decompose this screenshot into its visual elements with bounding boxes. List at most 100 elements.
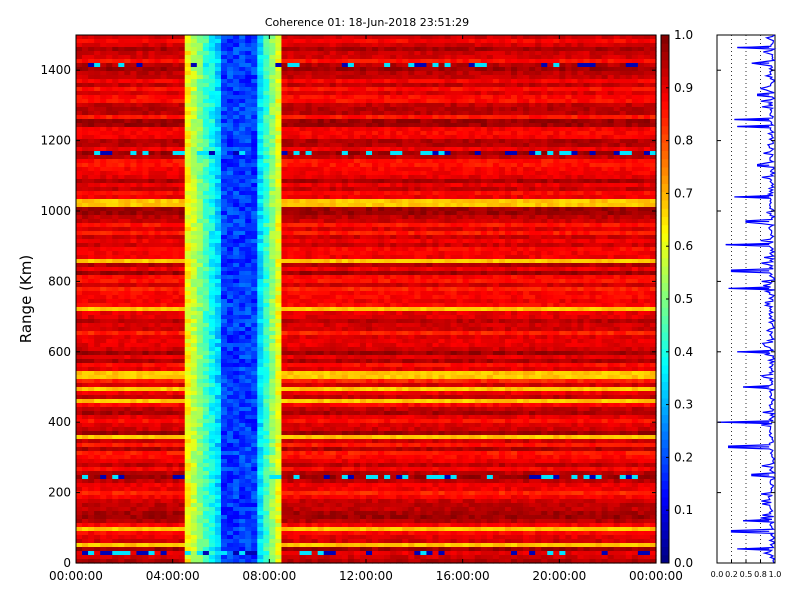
- heatmap-cell: [202, 227, 210, 232]
- heatmap-cell: [190, 47, 198, 52]
- heatmap-cell: [94, 99, 101, 104]
- heatmap-cell: [130, 191, 138, 196]
- heatmap-cell: [595, 63, 603, 68]
- heatmap-cell: [541, 155, 548, 160]
- heatmap-cell: [142, 191, 150, 196]
- heatmap-cell: [456, 71, 464, 76]
- heatmap-cell: [631, 235, 639, 240]
- heatmap-cell: [541, 239, 548, 244]
- heatmap-cell: [94, 95, 101, 100]
- heatmap-cell: [257, 59, 264, 64]
- heatmap-cell: [214, 59, 222, 64]
- heatmap-cell: [329, 199, 337, 204]
- heatmap-cell: [420, 139, 428, 144]
- heatmap-cell: [486, 183, 494, 188]
- heatmap-cell: [82, 75, 89, 80]
- heatmap-cell: [378, 111, 385, 116]
- heatmap-cell: [347, 179, 355, 184]
- heatmap-cell: [154, 227, 162, 232]
- heatmap-cell: [390, 127, 397, 132]
- heatmap-cell: [136, 59, 144, 64]
- heatmap-cell: [184, 107, 192, 112]
- heatmap-cell: [541, 115, 548, 120]
- heatmap-cell: [359, 131, 367, 136]
- heatmap-cell: [118, 147, 125, 152]
- heatmap-cell: [221, 99, 228, 104]
- heatmap-cell: [76, 87, 83, 92]
- heatmap-cell: [462, 219, 470, 224]
- heatmap-cell: [396, 115, 403, 120]
- heatmap-cell: [607, 71, 615, 76]
- heatmap-cell: [589, 87, 597, 92]
- heatmap-cell: [257, 47, 264, 52]
- heatmap-cell: [317, 83, 325, 88]
- heatmap-cell: [208, 159, 216, 164]
- heatmap-cell: [577, 71, 585, 76]
- heatmap-cell: [390, 43, 397, 48]
- heatmap-cell: [619, 211, 627, 216]
- heatmap-cell: [462, 91, 470, 96]
- heatmap-cell: [202, 71, 210, 76]
- heatmap-cell: [335, 95, 343, 100]
- heatmap-cell: [523, 151, 530, 156]
- heatmap-cell: [251, 207, 258, 212]
- heatmap-cell: [293, 55, 301, 60]
- heatmap-cell: [378, 147, 385, 152]
- heatmap-cell: [160, 223, 168, 228]
- heatmap-cell: [269, 43, 276, 48]
- heatmap-cell: [335, 83, 343, 88]
- heatmap-cell: [625, 39, 633, 44]
- heatmap-cell: [118, 67, 125, 72]
- heatmap-cell: [504, 155, 512, 160]
- heatmap-cell: [257, 99, 264, 104]
- heatmap-cell: [529, 47, 536, 52]
- heatmap-cell: [341, 231, 349, 236]
- heatmap-cell: [323, 231, 331, 236]
- heatmap-cell: [637, 139, 645, 144]
- heatmap-cell: [106, 83, 113, 88]
- heatmap-cell: [190, 211, 198, 216]
- heatmap-cell: [208, 75, 216, 80]
- heatmap-cell: [498, 139, 506, 144]
- heatmap-cell: [148, 163, 156, 168]
- heatmap-cell: [601, 71, 609, 76]
- heatmap-cell: [184, 191, 192, 196]
- heatmap-cell: [643, 215, 651, 220]
- heatmap-cell: [233, 211, 240, 216]
- heatmap-cell: [88, 147, 95, 152]
- heatmap-cell: [619, 47, 627, 52]
- heatmap-cell: [378, 223, 385, 228]
- heatmap-cell: [293, 187, 301, 192]
- heatmap-cell: [359, 135, 367, 140]
- heatmap-cell: [649, 159, 657, 164]
- heatmap-cell: [214, 183, 222, 188]
- heatmap-cell: [571, 119, 579, 124]
- heatmap-cell: [160, 147, 168, 152]
- heatmap-cell: [196, 211, 204, 216]
- heatmap-cell: [378, 191, 385, 196]
- heatmap-cell: [480, 147, 488, 152]
- heatmap-cell: [571, 103, 579, 108]
- heatmap-cell: [130, 211, 138, 216]
- heatmap-cell: [148, 83, 156, 88]
- heatmap-cell: [359, 51, 367, 56]
- heatmap-cell: [124, 175, 131, 180]
- heatmap-cell: [359, 143, 367, 148]
- heatmap-cell: [589, 123, 597, 128]
- heatmap-cell: [245, 51, 252, 56]
- heatmap-cell: [456, 159, 464, 164]
- heatmap-cell: [353, 127, 361, 132]
- heatmap-cell: [305, 111, 313, 116]
- heatmap-cell: [275, 75, 283, 80]
- heatmap-cell: [106, 199, 113, 204]
- heatmap-cell: [517, 99, 524, 104]
- heatmap-cell: [366, 235, 373, 240]
- heatmap-cell: [257, 79, 264, 84]
- heatmap-cell: [456, 195, 464, 200]
- heatmap-cell: [378, 67, 385, 72]
- heatmap-cell: [492, 171, 500, 176]
- heatmap-cell: [202, 59, 210, 64]
- heatmap-cell: [559, 75, 566, 80]
- heatmap-cell: [317, 195, 325, 200]
- heatmap-cell: [468, 91, 476, 96]
